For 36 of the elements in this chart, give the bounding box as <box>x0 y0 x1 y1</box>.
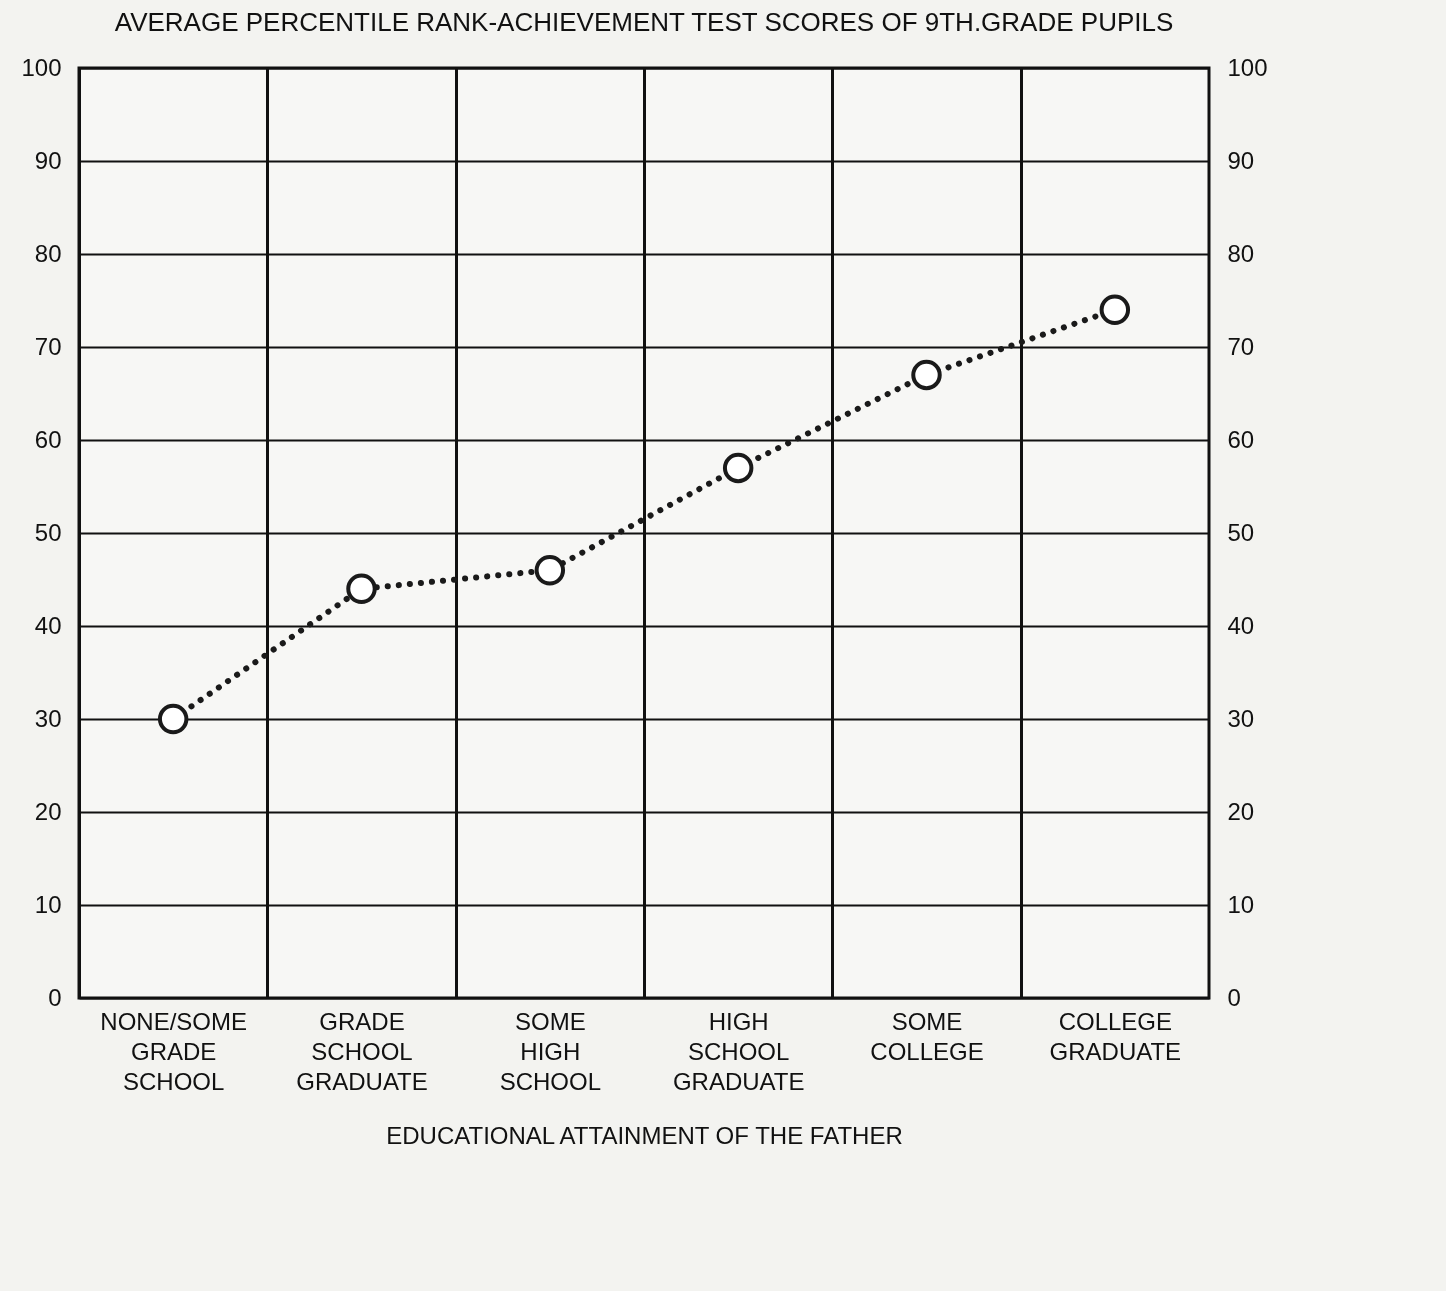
point <box>722 452 754 484</box>
y2-tick-label: 20 <box>1227 797 1255 825</box>
x-tick-label: HIGH SCHOOL GRADUATE <box>672 1007 805 1095</box>
y2-tick-label: 10 <box>1227 890 1255 918</box>
y-tick-label: 10 <box>34 890 62 918</box>
point <box>911 359 942 391</box>
y-tick-label: 70 <box>34 332 62 360</box>
x-axis-title: EDUCATIONAL ATTAINMENT OF THE FATHER <box>386 1121 903 1149</box>
y2-tick-label: 0 <box>1227 983 1241 1011</box>
y2-tick-label: 70 <box>1227 332 1255 360</box>
point <box>346 573 377 604</box>
y2-tick-label: 80 <box>1227 239 1255 267</box>
point <box>534 555 566 586</box>
y-tick-label: 40 <box>34 611 62 639</box>
y-tick-label: 100 <box>21 53 62 81</box>
y-tick-label: 30 <box>34 704 62 732</box>
point <box>157 703 189 735</box>
y2-tick-label: 40 <box>1227 611 1255 639</box>
chart-title: AVERAGE PERCENTILE RANK-ACHIEVEMENT TEST SCORES OF 9TH.GRADE PUPILS <box>114 7 1174 37</box>
y-tick-label: 80 <box>34 239 62 267</box>
y2-tick-label: 90 <box>1227 146 1255 174</box>
y-tick-label: 50 <box>34 518 62 546</box>
x-tick-label: SOME HIGH SCHOOL <box>499 1007 602 1095</box>
y2-tick-label: 100 <box>1227 53 1268 81</box>
x-tick-label: SOME COLLEGE <box>870 1007 984 1065</box>
y2-tick-label: 60 <box>1227 425 1255 453</box>
y2-tick-label: 30 <box>1227 704 1255 732</box>
x-tick-label: COLLEGE GRADUATE <box>1049 1007 1182 1065</box>
y-tick-label: 20 <box>34 797 62 825</box>
y-tick-label: 90 <box>34 146 62 174</box>
point <box>1099 294 1131 325</box>
x-tick-label: GRADE SCHOOL GRADUATE <box>296 1007 428 1095</box>
y-tick-label: 60 <box>34 425 62 453</box>
y-tick-label: 0 <box>48 983 62 1011</box>
x-tick-label: NONE/SOME GRADE SCHOOL <box>100 1007 248 1095</box>
y2-tick-label: 50 <box>1227 518 1255 546</box>
